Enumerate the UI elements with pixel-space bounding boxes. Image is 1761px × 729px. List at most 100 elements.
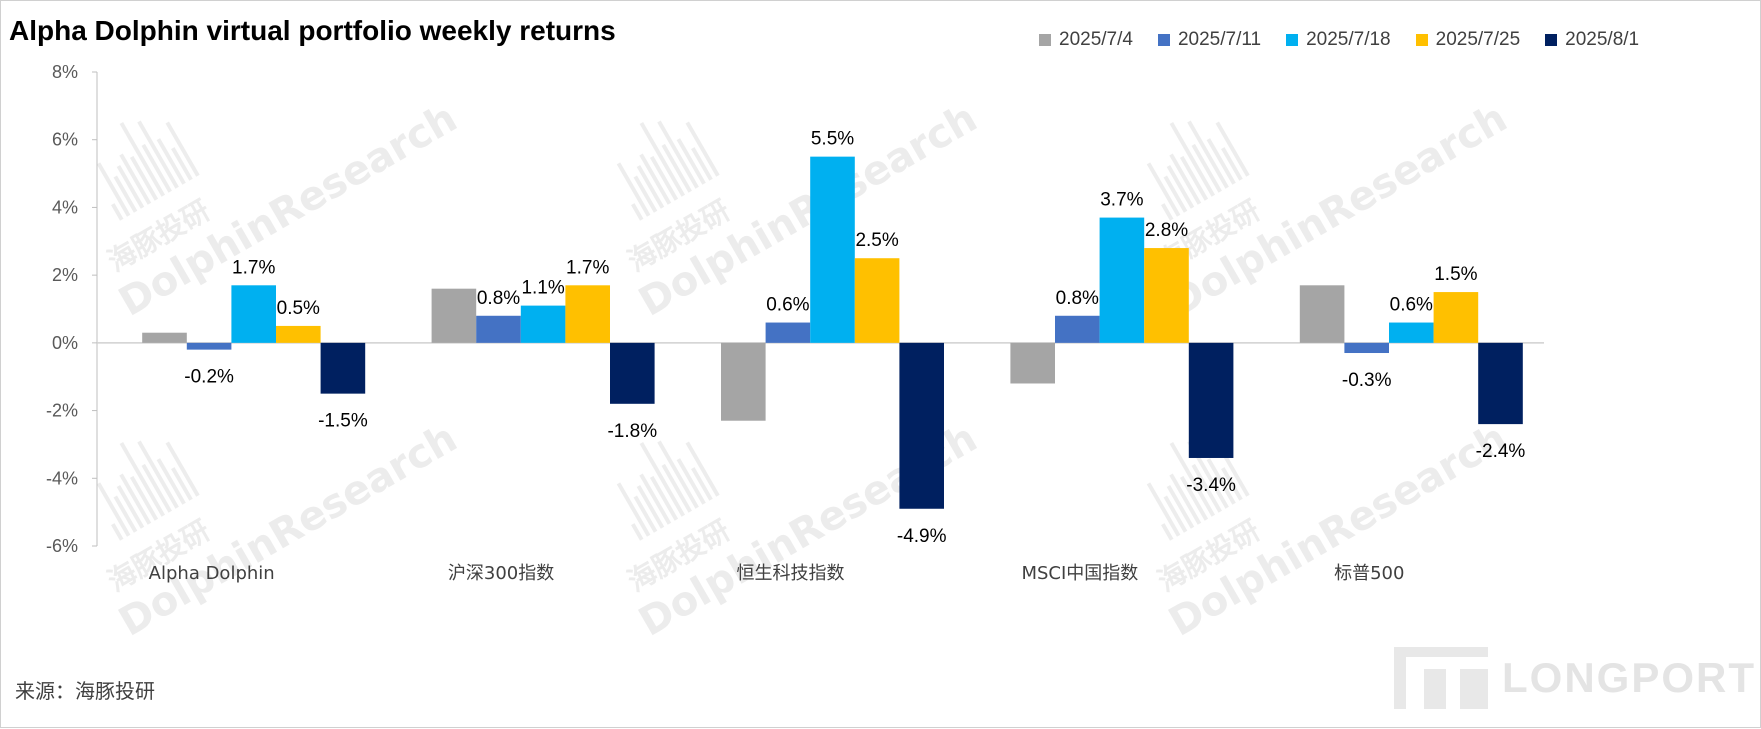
watermark-bar	[113, 175, 138, 213]
y-tick-label: 2%	[52, 265, 78, 285]
bar	[1144, 248, 1189, 343]
watermark-bar	[113, 495, 138, 533]
watermark-bar	[631, 523, 644, 541]
watermark-bar	[111, 523, 124, 541]
y-tick-label: 6%	[52, 130, 78, 150]
watermark-bar	[1206, 138, 1236, 185]
watermark-bar	[1161, 523, 1174, 541]
legend-item: 2025/7/4	[1039, 29, 1133, 51]
bar	[1010, 342, 1055, 384]
bar	[1188, 342, 1234, 458]
watermark-bar	[616, 482, 651, 537]
watermark-bar	[171, 147, 193, 181]
bar	[721, 342, 766, 421]
watermark-en: DolphinResearch	[111, 95, 464, 326]
legend-label: 2025/7/25	[1435, 29, 1521, 50]
watermark-bar	[676, 458, 706, 505]
watermark-bar	[685, 441, 720, 497]
watermark-bar	[1169, 473, 1202, 525]
watermark-bar	[657, 440, 699, 509]
watermark-bar	[129, 475, 159, 521]
watermark-bar	[1169, 122, 1216, 197]
watermark-bar	[676, 138, 706, 185]
legend-swatch	[1545, 34, 1558, 46]
watermark-bar	[1179, 475, 1209, 521]
data-label: 0.6%	[766, 295, 809, 316]
watermark-bar	[691, 147, 713, 181]
legend-item: 2025/7/18	[1286, 29, 1391, 51]
data-label: -4.9%	[897, 526, 947, 547]
x-tick-label: Alpha Dolphin	[149, 563, 275, 584]
watermark-bar	[156, 138, 186, 185]
bar	[565, 285, 610, 343]
bar	[320, 342, 366, 394]
watermark-bar	[685, 121, 720, 177]
data-label: 2.8%	[1145, 220, 1188, 241]
watermark-bar	[1146, 162, 1181, 217]
watermark-bar	[691, 467, 713, 501]
legend-swatch	[1415, 34, 1428, 46]
watermark-bar	[657, 120, 699, 189]
y-tick-label: -2%	[46, 401, 78, 421]
data-label: 0.8%	[1056, 288, 1099, 309]
legend-label: 2025/7/4	[1059, 29, 1133, 50]
watermark-bar	[639, 473, 672, 525]
data-label: -1.8%	[607, 421, 657, 442]
watermark-bar	[129, 155, 159, 201]
data-label: -0.3%	[1342, 370, 1392, 391]
watermark-bar	[116, 164, 145, 209]
legend-label: 2025/7/18	[1306, 29, 1391, 50]
data-label: 1.1%	[521, 278, 564, 299]
bar	[476, 315, 521, 343]
bar	[899, 342, 944, 509]
watermark-bar	[639, 442, 686, 517]
data-label: 1.5%	[1434, 264, 1477, 285]
bar	[1433, 292, 1479, 343]
watermark-bar	[1206, 458, 1236, 505]
watermark-bar	[639, 122, 686, 197]
watermark-bar	[1221, 467, 1243, 501]
legend-swatch	[1157, 34, 1170, 46]
bar	[1099, 217, 1145, 343]
watermark-bar	[141, 463, 172, 513]
data-label: 3.7%	[1100, 190, 1143, 211]
watermark-bar	[1169, 153, 1202, 205]
bar	[1299, 285, 1345, 343]
bar	[765, 322, 811, 343]
legend-swatch	[1039, 34, 1051, 46]
watermark-bar	[1163, 495, 1188, 533]
watermark-bar	[661, 463, 692, 513]
y-tick-label: -6%	[46, 536, 78, 556]
y-tick-label: 4%	[52, 197, 78, 217]
watermark-en: DolphinResearch	[631, 95, 984, 326]
watermark-bar	[141, 143, 172, 193]
watermark-bar	[616, 162, 651, 217]
data-label: 1.7%	[566, 257, 609, 278]
bar	[231, 285, 276, 343]
data-label: 1.7%	[232, 257, 275, 278]
watermark-bar	[661, 143, 692, 193]
watermark-bar	[633, 495, 658, 533]
legend-label: 2025/8/1	[1565, 29, 1640, 50]
watermark-bar	[171, 467, 193, 501]
watermark-en: DolphinResearch	[111, 415, 464, 646]
watermark-bar	[639, 153, 672, 205]
watermark-bar	[1163, 175, 1188, 213]
watermark-bar	[1221, 147, 1243, 181]
legend-label: 2025/7/11	[1177, 29, 1262, 50]
legend: 2025/7/4 2025/7/11 2025/7/18 2025/7/25 2025/…	[1039, 29, 1639, 51]
watermark-bar	[1166, 484, 1195, 529]
legend-item: 2025/7/11	[1157, 29, 1262, 51]
watermark-bar	[156, 458, 186, 505]
data-label: 2.5%	[855, 230, 898, 251]
bar	[431, 288, 477, 343]
bar	[1389, 322, 1434, 343]
bar	[142, 332, 187, 343]
watermark-bar	[1215, 121, 1250, 177]
bar	[1055, 315, 1100, 343]
